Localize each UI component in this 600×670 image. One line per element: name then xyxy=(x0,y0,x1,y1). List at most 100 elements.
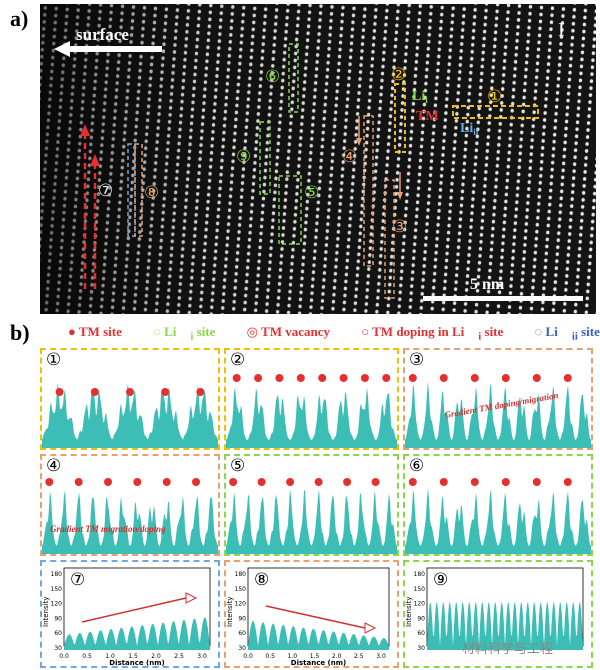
y-tick-label: 150 xyxy=(414,586,426,593)
tm-site-marker xyxy=(501,374,510,382)
x-tick-label: 1.5 xyxy=(310,653,320,660)
intensity-profile xyxy=(226,489,397,554)
cell-number: ⑤ xyxy=(230,456,246,476)
tm-site-marker xyxy=(470,374,479,382)
profile-cell-1: ① xyxy=(40,348,220,450)
y-tick-label: 60 xyxy=(238,630,246,637)
box-4 xyxy=(363,115,374,267)
box-6 xyxy=(288,43,299,113)
y-tick-label: 120 xyxy=(414,601,426,608)
tm-site-marker xyxy=(90,388,99,396)
profile-cell-8: Intensity 30 60 90 120 150 180 Distance (nm) 0.0… xyxy=(224,560,399,668)
tm-site-marker xyxy=(286,478,295,486)
intensity-profile xyxy=(405,487,591,554)
cell-number: ⑥ xyxy=(409,456,425,476)
tm-site-marker xyxy=(232,374,241,382)
tm-site-marker xyxy=(470,478,479,486)
x-tick-label: 2.0 xyxy=(332,653,342,660)
marker-4: ④ xyxy=(342,147,357,167)
tm-label: TM xyxy=(416,109,439,124)
x-tick-label: 0.5 xyxy=(82,653,92,660)
intensity-profile xyxy=(248,620,389,650)
profile-cell-4: Gradient TM migration/doping ④ xyxy=(40,454,220,556)
tm-site-marker xyxy=(229,478,238,486)
marker-6: ⑥ xyxy=(265,67,280,87)
tm-site-marker xyxy=(408,478,417,486)
tm-site-marker xyxy=(371,478,380,486)
cell-number: ⑦ xyxy=(70,570,86,590)
cell-number: ② xyxy=(230,350,246,370)
y-tick-label: 180 xyxy=(51,571,63,578)
marker-5: ⑤ xyxy=(304,183,319,203)
tm-site-marker xyxy=(314,478,323,486)
tm-site-marker xyxy=(74,478,83,486)
watermark: 材料科学与工程 xyxy=(462,642,554,657)
trend-arrow xyxy=(81,597,187,623)
y-tick-label: 90 xyxy=(238,615,246,622)
x-tick-label: 2.5 xyxy=(174,653,184,660)
box-9 xyxy=(259,121,271,195)
profile-cell-5: ⑤ xyxy=(224,454,399,556)
tm-site-marker xyxy=(360,374,369,382)
tm-site-marker xyxy=(192,478,200,486)
marker-2: ② xyxy=(391,65,406,85)
plot-frame xyxy=(63,567,211,647)
legend: ● TM site ◌ Li i site ◎ TM vacancy ○ TM d… xyxy=(68,324,600,343)
intensity-profile xyxy=(42,382,218,448)
x-tick-label: 3.0 xyxy=(376,653,386,660)
y-tick-label: 60 xyxy=(54,630,62,637)
profile-cell-3: Gradient TM doping/migration ③ xyxy=(403,348,593,450)
li-i-label: Lii xyxy=(412,89,428,105)
stem-micrograph: surface I 5 nm ① ② ③ ④ ⑤ ⑥ ⑦ ⑧ xyxy=(40,4,596,314)
migration-annotation: Gradient TM migration/doping xyxy=(50,524,166,534)
y-tick-label: 180 xyxy=(235,571,247,578)
legend-tm-doping: ○ TM doping in Li i site xyxy=(361,324,504,343)
cell-number: ⑨ xyxy=(433,570,449,590)
profile-cell-9: Intensity 30 60 90 120 150 180 ⑨ xyxy=(403,560,593,668)
legend-li-ii-site: ◌ Li ii site xyxy=(534,324,600,343)
tm-site-marker xyxy=(296,374,305,382)
legend-li-i-site: ◌ Li i site xyxy=(153,324,216,343)
li-ii-label: Liii xyxy=(460,121,479,137)
y-axis-label: Intensity xyxy=(42,597,50,627)
y-tick-label: 150 xyxy=(51,586,63,593)
tm-site-marker xyxy=(439,374,448,382)
y-tick-label: 120 xyxy=(235,601,247,608)
scale-bar xyxy=(423,296,583,301)
intensity-profile xyxy=(427,601,583,650)
x-tick-label: 1.0 xyxy=(288,653,298,660)
cell-number: ① xyxy=(46,350,62,370)
y-tick-label: 90 xyxy=(54,615,62,622)
tm-site-marker xyxy=(133,478,142,486)
profile-cell-7: Intensity 30 60 90 120 150 180 Distance (nm) 0.0… xyxy=(40,560,220,668)
tm-site-marker xyxy=(196,388,205,396)
y-tick-label: 90 xyxy=(417,615,425,622)
x-tick-label: 1.0 xyxy=(105,653,115,660)
tm-site-marker xyxy=(501,478,510,486)
marker-1: ① xyxy=(487,87,502,107)
profile-cell-2: ② xyxy=(224,348,399,450)
box-1 xyxy=(452,105,539,119)
trend-arrow xyxy=(265,605,366,629)
tm-site-marker xyxy=(126,388,134,396)
y-axis-label: Intensity xyxy=(226,597,234,627)
y-tick-label: 150 xyxy=(235,586,247,593)
tm-site-marker xyxy=(55,388,64,396)
tm-site-marker xyxy=(161,388,170,396)
marker-9: ⑨ xyxy=(236,147,251,167)
legend-tm-site: ● TM site xyxy=(68,324,122,339)
cell-number: ③ xyxy=(409,350,425,370)
intensity-profile xyxy=(405,381,591,448)
corner-mark: I xyxy=(558,19,565,41)
x-tick-label: 0.5 xyxy=(265,653,275,660)
surface-arrow xyxy=(54,41,162,57)
y-tick-label: 60 xyxy=(417,630,425,637)
tm-site-marker xyxy=(254,374,263,382)
tm-site-marker xyxy=(162,478,171,486)
tm-site-marker xyxy=(339,374,348,382)
x-tick-label: 0.0 xyxy=(59,653,69,660)
tm-site-marker xyxy=(104,478,112,486)
scale-bar-label: 5 nm xyxy=(470,276,505,293)
panel-a-stem-image: a) surface I 5 nm xyxy=(0,0,600,318)
tm-site-marker xyxy=(275,374,284,382)
